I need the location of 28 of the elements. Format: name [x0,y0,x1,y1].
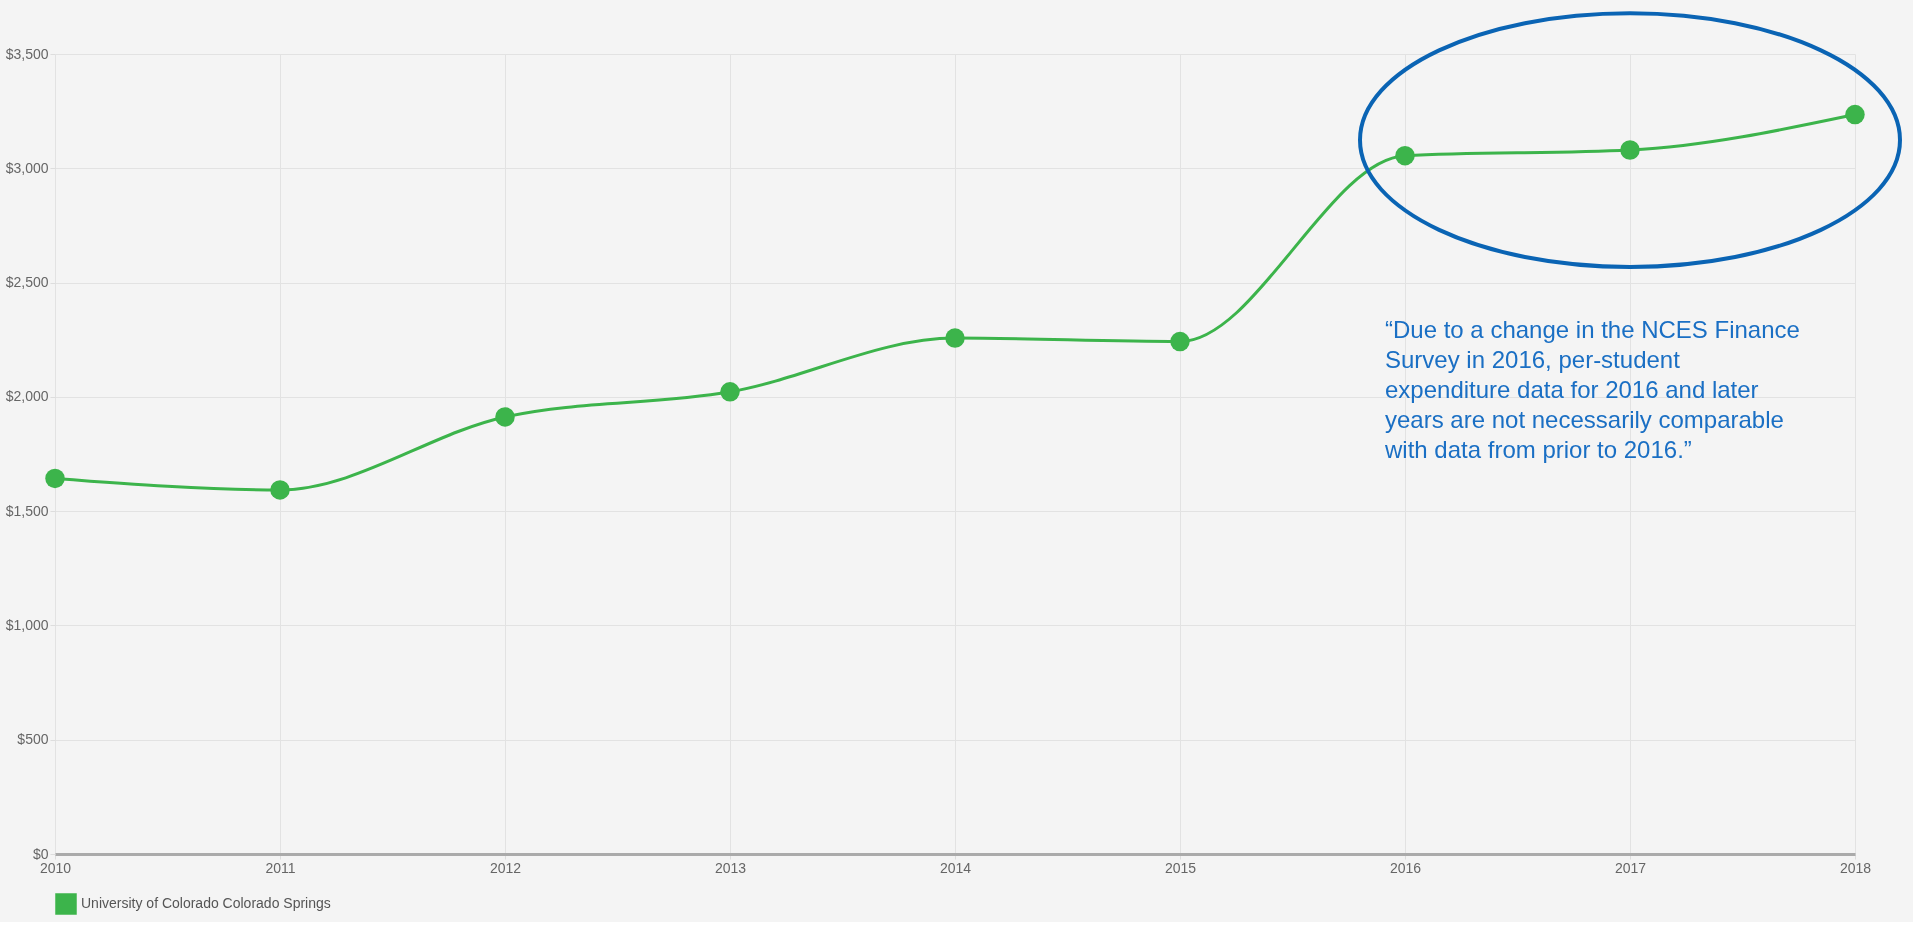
point [270,480,290,500]
annotation: “Due to a change in the NCES Finance Survey in 2016, per-student expenditure data for 2016 and later years are not necessarily comparable with data from prior to 2016.” [1384,316,1800,463]
x-tick-label: 2018 [1839,859,1872,876]
y-tick-label: $3,000 [5,159,49,176]
x-tick-label: 2016 [1389,859,1422,876]
x-tick-label: 2015 [1164,859,1197,876]
x-tick-label: 2017 [1614,859,1647,876]
point [1620,140,1640,160]
y-tick-label: $1,500 [5,502,49,519]
point [495,407,515,427]
y-tick-label: $3,500 [5,45,49,62]
point [1170,331,1190,352]
point [720,382,740,402]
legend-label: University of Colorado Colorado Springs [81,895,331,911]
y-tick-label: $0 [32,845,49,862]
y-tick-label: $2,500 [5,274,49,291]
point [945,328,965,348]
point [1395,145,1415,166]
x-tick-label: 2013 [714,859,747,876]
point [1845,104,1865,125]
x-tick-label: 2011 [265,859,296,876]
x-tick-label: 2014 [939,859,972,876]
y-tick-label: $1,000 [5,616,49,633]
y-tick-label: $500 [17,731,49,748]
y-tick-label: $2,000 [5,388,49,405]
point [45,468,65,489]
x-tick-label: 2010 [39,859,72,876]
x-tick-label: 2012 [489,859,522,876]
